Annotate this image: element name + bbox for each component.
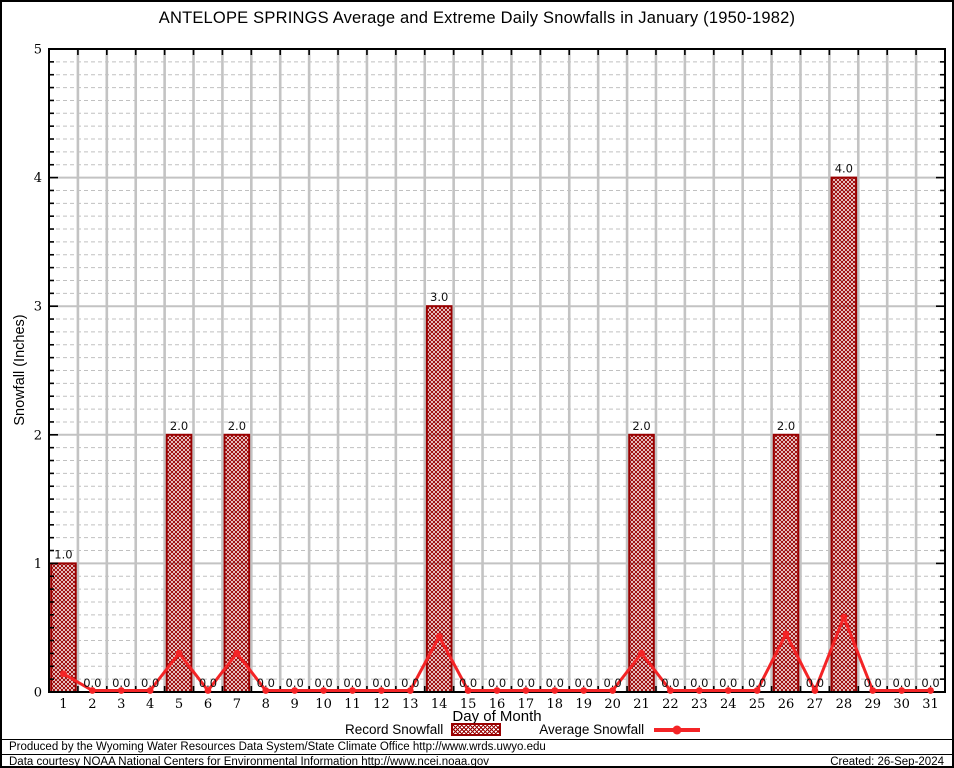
record-snowfall-hatched-swatch-icon [451, 723, 502, 736]
svg-text:20: 20 [604, 697, 621, 712]
x-tick-labels: 1 2 3 4 5 6 7 8 9 10 11 12 13 14 15 16 17 18 19 20 21 22 23 24 2… [59, 697, 939, 712]
svg-text:21: 21 [633, 697, 650, 712]
svg-text:28: 28 [836, 697, 853, 712]
svg-text:2.0: 2.0 [228, 419, 246, 433]
svg-text:0.0: 0.0 [748, 676, 766, 690]
record-bar-day-21 [628, 433, 655, 693]
svg-text:1: 1 [59, 697, 67, 712]
svg-text:0.0: 0.0 [488, 676, 506, 690]
svg-text:0.0: 0.0 [83, 676, 101, 690]
svg-text:6: 6 [204, 697, 212, 712]
svg-text:0.0: 0.0 [286, 676, 304, 690]
svg-text:2: 2 [88, 697, 96, 712]
svg-text:0.0: 0.0 [575, 676, 593, 690]
svg-text:2.0: 2.0 [777, 419, 795, 433]
chart-title: ANTELOPE SPRINGS Average and Extreme Dai… [158, 9, 796, 27]
svg-text:3.0: 3.0 [430, 290, 448, 304]
svg-text:0.0: 0.0 [921, 676, 939, 690]
record-bar-day-7 [223, 433, 251, 693]
svg-text:15: 15 [460, 697, 477, 712]
svg-text:0.0: 0.0 [661, 676, 679, 690]
legend-label-average-snowfall: Average Snowfall [539, 722, 645, 737]
svg-text:0.0: 0.0 [806, 676, 824, 690]
svg-text:19: 19 [575, 697, 592, 712]
svg-text:3: 3 [34, 300, 42, 315]
svg-text:0.0: 0.0 [459, 676, 477, 690]
svg-text:26: 26 [778, 697, 795, 712]
svg-text:17: 17 [518, 697, 535, 712]
svg-text:0: 0 [34, 686, 42, 701]
svg-text:0.0: 0.0 [257, 676, 275, 690]
average-snowfall-line-swatch-icon [654, 725, 701, 734]
svg-text:4: 4 [146, 697, 154, 712]
separator-line [2, 754, 952, 755]
separator-line [2, 739, 952, 740]
x-axis-title: Day of Month [452, 708, 542, 725]
svg-text:0.0: 0.0 [517, 676, 535, 690]
svg-text:12: 12 [373, 697, 390, 712]
footer-data-courtesy: Data courtesy NOAA National Centers for … [9, 756, 490, 768]
vertical-gridlines [76, 49, 918, 692]
svg-text:7: 7 [233, 697, 241, 712]
svg-text:0.0: 0.0 [199, 676, 217, 690]
svg-text:1.0: 1.0 [54, 547, 72, 561]
svg-text:8: 8 [262, 697, 270, 712]
minor-gridlines [49, 61, 945, 680]
svg-text:2.0: 2.0 [632, 419, 650, 433]
snowfall-chart: 1.0 0.0 0.0 0.0 2.0 0.0 2.0 0.0 0.0 0.0 0.0 0.0 0.0 3… [34, 43, 946, 712]
legend: Record Snowfall Average Snowfall [345, 722, 701, 737]
footer-produced-by: Produced by the Wyoming Water Resources … [9, 741, 546, 753]
svg-text:5: 5 [34, 43, 42, 58]
svg-text:0.0: 0.0 [372, 676, 390, 690]
svg-text:0.0: 0.0 [690, 676, 708, 690]
bar-value-labels: 1.0 0.0 0.0 0.0 2.0 0.0 2.0 0.0 0.0 0.0 0.0 0.0 0.0 3… [54, 162, 939, 690]
line-marker-dot-icon [672, 725, 682, 734]
svg-text:2: 2 [34, 428, 42, 443]
svg-text:22: 22 [662, 697, 679, 712]
svg-text:0.0: 0.0 [314, 676, 332, 690]
svg-text:14: 14 [431, 697, 448, 712]
svg-text:23: 23 [691, 697, 708, 712]
svg-text:4.0: 4.0 [835, 162, 853, 176]
legend-label-record-snowfall: Record Snowfall [345, 722, 444, 737]
svg-text:18: 18 [547, 697, 564, 712]
svg-text:13: 13 [402, 697, 419, 712]
svg-text:0.0: 0.0 [112, 676, 130, 690]
svg-text:0.0: 0.0 [343, 676, 361, 690]
svg-text:24: 24 [720, 697, 737, 712]
svg-text:0.0: 0.0 [719, 676, 737, 690]
average-snowfall-markers [60, 613, 934, 694]
svg-text:0.0: 0.0 [892, 676, 910, 690]
svg-text:0.0: 0.0 [141, 676, 159, 690]
svg-text:11: 11 [344, 697, 361, 712]
svg-text:2.0: 2.0 [170, 419, 188, 433]
y-tick-labels: 0 1 2 3 4 5 [34, 43, 42, 701]
svg-text:16: 16 [489, 697, 506, 712]
svg-text:9: 9 [291, 697, 299, 712]
svg-text:27: 27 [807, 697, 824, 712]
svg-text:0.0: 0.0 [603, 676, 621, 690]
svg-text:29: 29 [864, 697, 881, 712]
svg-text:4: 4 [34, 171, 42, 186]
svg-text:0.0: 0.0 [546, 676, 564, 690]
svg-text:1: 1 [34, 557, 42, 572]
svg-text:25: 25 [749, 697, 766, 712]
footer-created-date: Created: 26-Sep-2024 [830, 756, 944, 768]
svg-text:10: 10 [315, 697, 332, 712]
svg-text:0.0: 0.0 [864, 676, 882, 690]
svg-text:3: 3 [117, 697, 125, 712]
record-bar-day-28 [830, 176, 858, 694]
svg-text:0.0: 0.0 [401, 676, 419, 690]
record-snowfall-bars [50, 176, 858, 694]
svg-text:30: 30 [893, 697, 910, 712]
svg-text:5: 5 [175, 697, 183, 712]
svg-text:31: 31 [922, 697, 939, 712]
record-bar-day-5 [165, 433, 193, 693]
